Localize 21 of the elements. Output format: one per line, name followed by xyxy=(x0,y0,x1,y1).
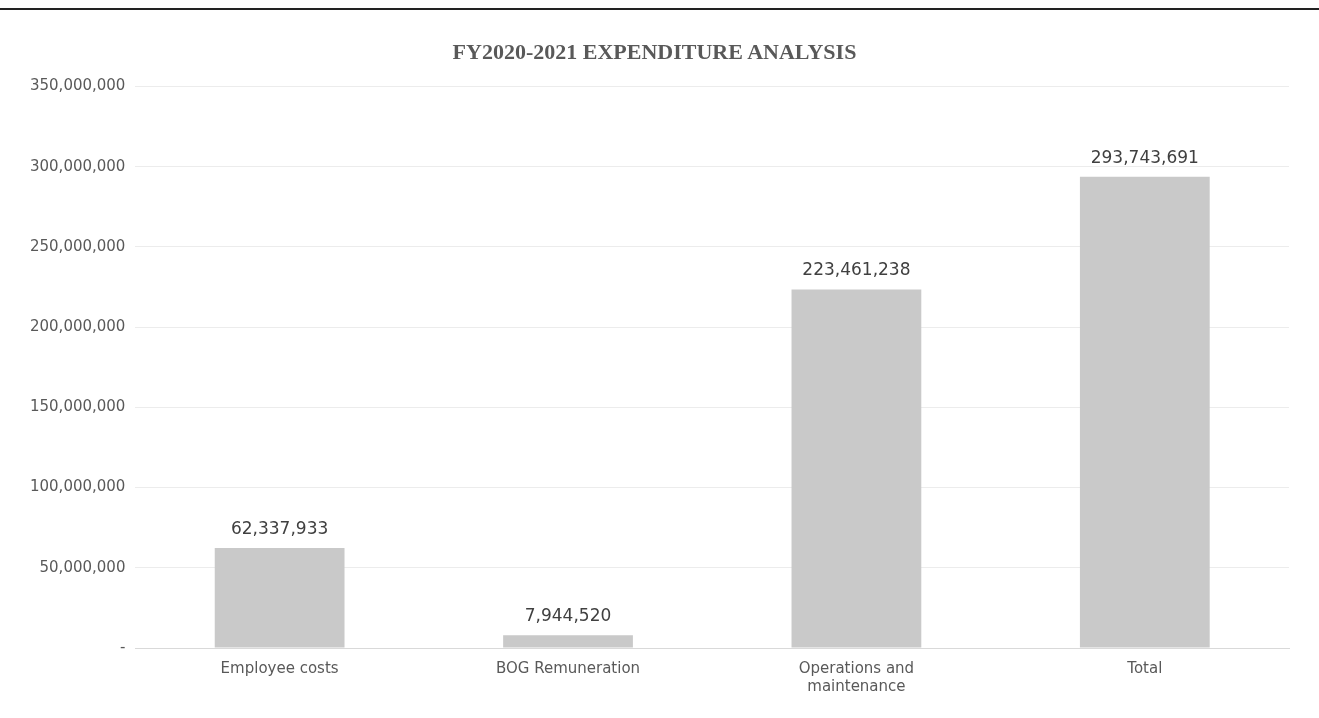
x-tick-label: Total xyxy=(1126,658,1163,677)
y-tick-label: - xyxy=(120,637,126,656)
chart-title: FY2020-2021 EXPENDITURE ANALYSIS xyxy=(452,38,857,64)
x-tick-label: Operations and maintenance xyxy=(798,658,915,695)
y-tick-label: 100,000,000 xyxy=(29,477,126,496)
data-label: 223,461,238 xyxy=(802,259,911,280)
data-label: 7,944,520 xyxy=(524,605,612,626)
bar xyxy=(1079,176,1210,648)
x-tick-label: BOG Remuneration xyxy=(495,658,641,677)
bar xyxy=(791,289,922,648)
x-tick-label: Employee costs xyxy=(220,658,339,677)
data-label: 293,743,691 xyxy=(1090,146,1199,167)
data-label: 62,337,933 xyxy=(230,517,329,538)
y-tick-label: 300,000,000 xyxy=(29,156,126,175)
y-tick-label: 350,000,000 xyxy=(29,76,126,95)
bar xyxy=(214,547,345,648)
bar xyxy=(503,635,633,648)
y-tick-label: 50,000,000 xyxy=(39,557,126,576)
y-tick-label: 150,000,000 xyxy=(29,397,126,416)
y-tick-label: 200,000,000 xyxy=(29,316,126,335)
y-tick-label: 250,000,000 xyxy=(29,236,126,255)
